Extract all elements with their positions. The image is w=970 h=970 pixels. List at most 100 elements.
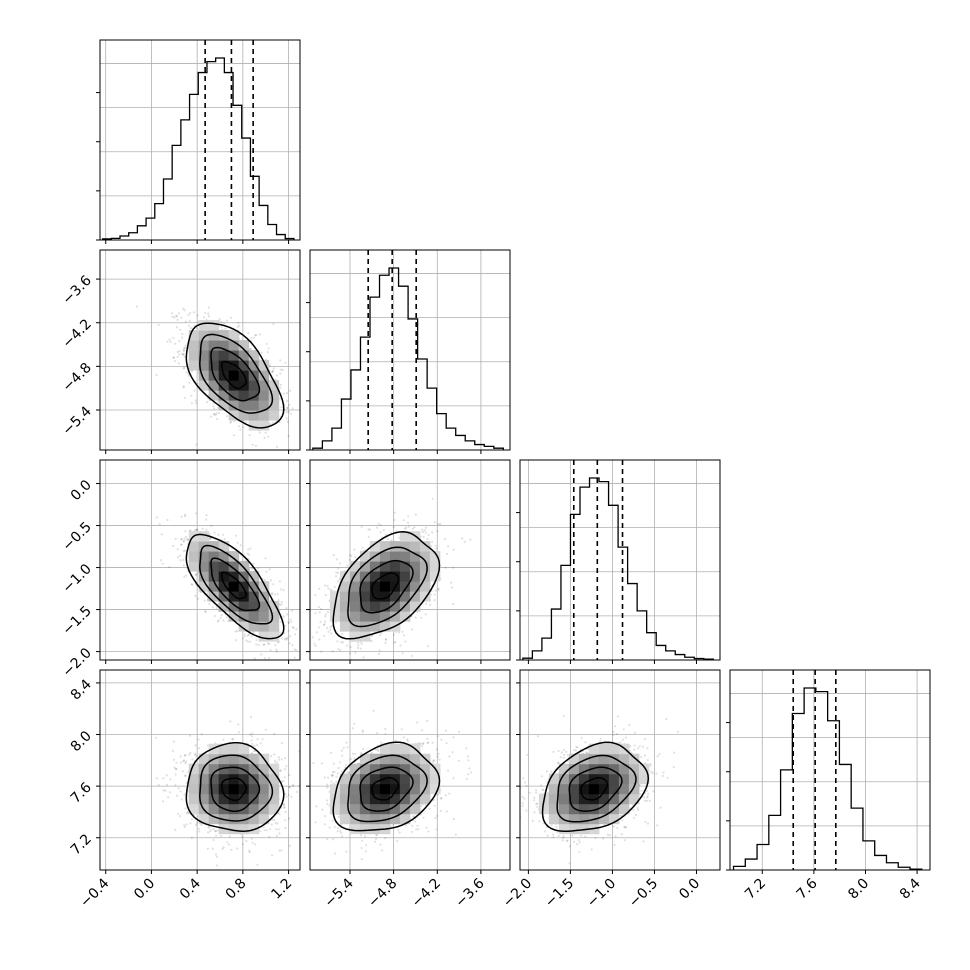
density-cell xyxy=(349,591,361,602)
scatter-point xyxy=(313,642,316,646)
scatter-point xyxy=(216,620,219,623)
density-cell xyxy=(379,541,391,552)
scatter-point xyxy=(292,626,295,630)
contour-level-3 xyxy=(185,533,285,640)
density-cell xyxy=(208,551,220,562)
scatter-point xyxy=(177,362,180,365)
density-cell xyxy=(329,591,341,602)
y-tick-label: −5.4 xyxy=(59,403,94,438)
scatter-point xyxy=(207,306,210,309)
density-cell xyxy=(228,340,240,351)
scatter-point xyxy=(411,527,414,530)
scatter-point xyxy=(210,415,213,418)
scatter-point xyxy=(182,352,185,356)
plot-area xyxy=(100,670,300,870)
scatter-point xyxy=(393,511,396,514)
contour-level-1 xyxy=(359,559,414,614)
density-cell xyxy=(208,561,220,572)
scatter-point xyxy=(242,426,245,429)
scatter-point xyxy=(254,334,257,337)
scatter-point xyxy=(266,642,269,645)
density-cell xyxy=(198,370,210,381)
density-cell xyxy=(188,551,200,562)
scatter-point xyxy=(414,513,417,516)
density-cell xyxy=(258,390,270,401)
scatter-point xyxy=(450,581,453,584)
scatter-point xyxy=(180,543,183,546)
scatter-point xyxy=(446,552,449,556)
density-cell xyxy=(208,360,220,371)
scatter-point xyxy=(259,830,262,833)
density-cell xyxy=(208,591,220,602)
scatter-point xyxy=(183,346,187,349)
density-cell xyxy=(379,571,391,582)
scatter-point xyxy=(269,579,273,582)
scatter-point xyxy=(187,374,190,377)
scatter-point xyxy=(329,628,332,631)
density-cell xyxy=(419,551,431,562)
contour-level-2 xyxy=(199,544,274,625)
density-cell xyxy=(329,611,341,622)
scatter-point xyxy=(314,612,317,615)
density-cell xyxy=(399,581,411,592)
scatter-point xyxy=(178,350,181,353)
scatter-point xyxy=(218,411,221,415)
scatter-point xyxy=(193,529,196,532)
density-cell xyxy=(258,380,270,391)
density-cell xyxy=(208,320,220,331)
scatter-point xyxy=(318,587,321,590)
scatter-point xyxy=(217,619,220,622)
scatter-point xyxy=(392,525,395,529)
y-tick-label: −4.2 xyxy=(59,316,94,351)
scatter-point xyxy=(404,526,408,529)
density-cell xyxy=(379,561,391,572)
density-cell xyxy=(238,350,250,361)
scatter-point xyxy=(268,568,271,571)
scatter-point xyxy=(161,562,164,565)
scatter-point xyxy=(394,640,397,643)
scatter-point xyxy=(271,421,274,424)
scatter-point xyxy=(247,633,250,637)
density-cell xyxy=(429,571,441,582)
scatter-point xyxy=(195,327,198,330)
scatter-point xyxy=(162,777,165,780)
scatter-point xyxy=(283,768,287,771)
density-cell xyxy=(218,380,230,391)
scatter-point xyxy=(182,385,185,388)
density-cell xyxy=(258,631,270,642)
scatter-point xyxy=(361,546,364,549)
scatter-point xyxy=(404,640,407,643)
scatter-point xyxy=(275,648,278,651)
density-cell xyxy=(228,581,240,592)
scatter-point xyxy=(182,549,185,552)
scatter-point xyxy=(168,566,171,569)
scatter-point xyxy=(267,656,270,660)
scatter-point xyxy=(303,420,305,422)
scatter-point xyxy=(207,831,210,834)
scatter-point xyxy=(175,314,178,317)
density-cell xyxy=(409,571,421,582)
scatter-point xyxy=(184,774,187,777)
scatter-point xyxy=(251,443,254,446)
scatter-point xyxy=(166,340,169,343)
scatter-point xyxy=(335,571,338,574)
contour-level-1 xyxy=(210,346,261,402)
scatter-point xyxy=(329,626,332,629)
scatter-point xyxy=(184,549,187,552)
contour-level-1 xyxy=(210,557,261,612)
scatter-point xyxy=(280,406,283,409)
scatter-point xyxy=(219,616,222,619)
density-cell xyxy=(248,601,260,612)
density-cell xyxy=(258,611,270,622)
scatter-point xyxy=(172,544,175,548)
density-cell xyxy=(379,581,391,592)
density-cell xyxy=(228,571,240,582)
scatter-point xyxy=(188,319,191,322)
scatter-point xyxy=(190,583,193,586)
scatter-point xyxy=(431,540,434,543)
scatter-point xyxy=(236,541,239,544)
scatter-point xyxy=(279,386,282,389)
scatter-point xyxy=(184,320,187,323)
density-cell xyxy=(238,591,250,602)
scatter-point xyxy=(262,643,265,647)
